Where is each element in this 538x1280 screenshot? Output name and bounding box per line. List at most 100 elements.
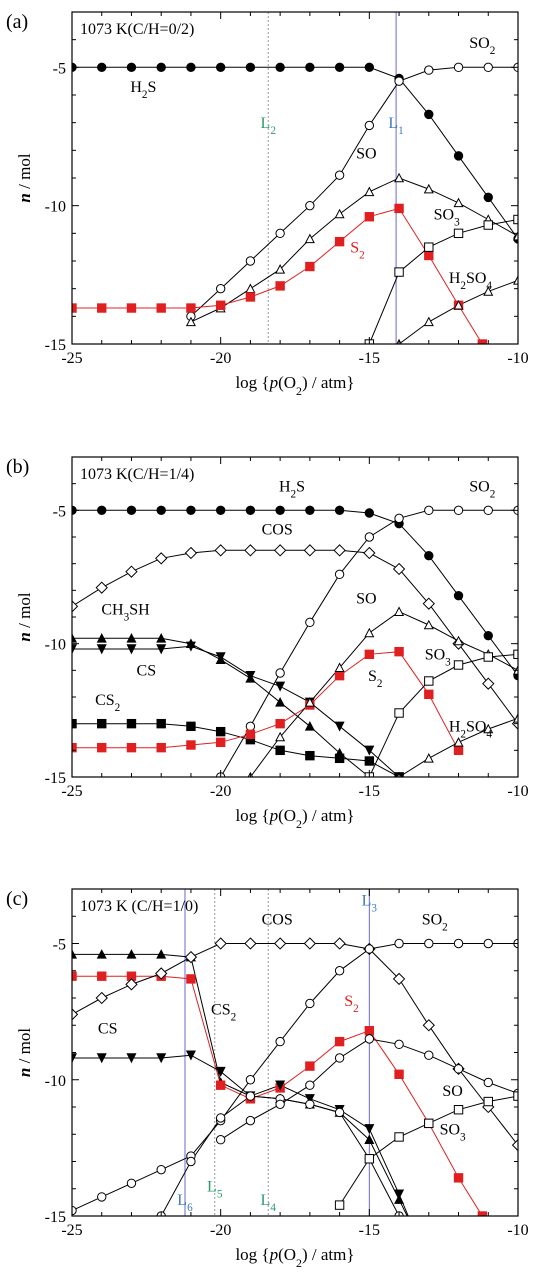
data-point (245, 729, 256, 740)
data-point (214, 937, 227, 950)
series-line (72, 943, 518, 1211)
data-point (364, 212, 375, 222)
x-tick-label: -25 (61, 1222, 82, 1239)
data-point (305, 1080, 315, 1090)
series-annotation: L3 (362, 892, 378, 914)
data-point (512, 713, 518, 723)
data-point (185, 316, 196, 327)
series-line (72, 509, 518, 676)
x-tick-label: -15 (359, 350, 380, 367)
data-point (125, 978, 138, 991)
data-point (215, 1135, 226, 1145)
x-tick-label: -10 (507, 350, 528, 367)
data-point (363, 546, 376, 560)
data-point (334, 1053, 345, 1063)
data-point (305, 200, 315, 211)
data-point (215, 1113, 226, 1123)
data-point (245, 1075, 256, 1085)
data-point (334, 1107, 345, 1118)
x-tick-label: -15 (359, 1222, 380, 1239)
series-line (72, 723, 400, 777)
data-point (483, 505, 493, 516)
data-point (275, 668, 285, 678)
data-point (423, 316, 434, 327)
data-point (156, 1164, 166, 1175)
data-point (364, 62, 375, 73)
data-point (245, 721, 256, 732)
data-point (453, 745, 464, 756)
data-point (364, 944, 375, 954)
condition-label: 1073 K(C/H=0/2) (80, 21, 194, 38)
chart-panel-a: -25 -20 -15 -10 -15 -10 -5 log {p(O2) / atm} n /… (6, 11, 529, 398)
data-point (215, 505, 226, 516)
data-point (453, 1173, 464, 1183)
data-point (186, 62, 196, 73)
data-point (392, 972, 406, 986)
data-point (364, 120, 375, 131)
data-point (126, 505, 137, 516)
data-point (156, 949, 167, 959)
series-line (72, 1054, 409, 1216)
data-point (364, 1124, 375, 1135)
data-point (394, 267, 404, 277)
data-point (305, 505, 315, 516)
data-point (394, 708, 404, 718)
data-point (424, 109, 434, 120)
y-tick-label: -15 (45, 770, 66, 787)
data-point (275, 1099, 285, 1109)
data-point (394, 1132, 404, 1142)
chart-panel-b: -25 -20 -15 -10 -15 -10 -5 log {p(O2) / atm} n /… (6, 456, 529, 831)
series-annotation: L6 (177, 1192, 193, 1214)
data-point (424, 250, 434, 261)
data-point (275, 718, 285, 729)
plot-frame (71, 11, 519, 345)
data-point (97, 1192, 107, 1202)
data-point (273, 937, 287, 950)
plot-area (72, 505, 518, 777)
series-line (398, 279, 518, 344)
data-point (424, 65, 434, 75)
series-line (72, 943, 518, 1146)
data-point (483, 62, 493, 73)
series-annotation: L2 (261, 115, 276, 137)
data-point (483, 652, 493, 662)
data-point (483, 1096, 493, 1107)
y-axis-label: n / mol (15, 592, 34, 641)
series-annotation: SO2 (469, 35, 495, 57)
data-point (97, 303, 107, 313)
data-point (483, 192, 493, 203)
y-tick-label: -10 (45, 199, 66, 216)
data-point (186, 505, 196, 516)
data-point (156, 505, 166, 516)
y-tick-label: -5 (53, 60, 66, 77)
data-point (95, 581, 108, 594)
data-point (424, 676, 434, 686)
data-point (303, 937, 317, 950)
data-point (215, 62, 226, 73)
data-point (364, 1034, 375, 1044)
data-point (453, 737, 464, 747)
data-point (96, 1053, 107, 1064)
x-tick-label: -15 (359, 783, 380, 800)
data-point (334, 208, 345, 219)
data-point (275, 697, 286, 707)
data-point (364, 627, 375, 638)
data-point (394, 938, 404, 949)
plot-frame (71, 888, 519, 1217)
x-tick-label: -10 (507, 1222, 528, 1239)
data-point (97, 62, 107, 73)
data-point (364, 1026, 375, 1036)
data-point (97, 742, 107, 753)
data-point (392, 562, 406, 576)
x-tick-label: -20 (210, 350, 231, 367)
data-point (394, 1039, 404, 1050)
series-line (339, 1095, 518, 1206)
data-point (334, 170, 345, 180)
data-point (333, 544, 346, 557)
data-point (275, 264, 286, 274)
data-point (424, 242, 434, 252)
data-point (424, 689, 434, 700)
data-point (96, 644, 107, 655)
data-point (275, 745, 285, 756)
data-point (126, 1178, 137, 1189)
